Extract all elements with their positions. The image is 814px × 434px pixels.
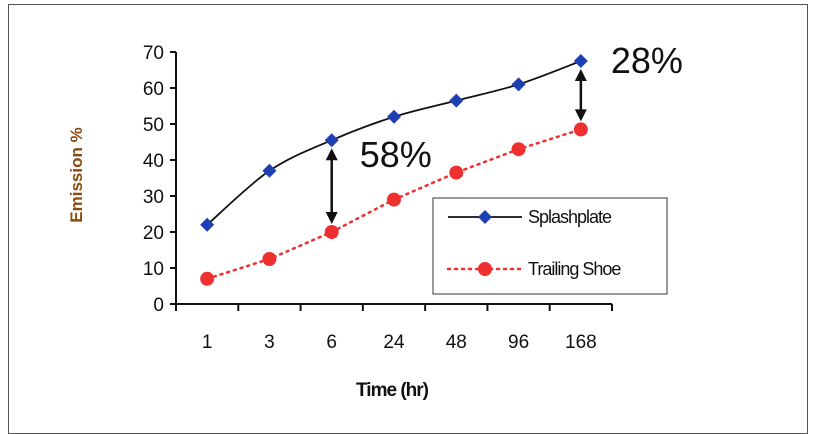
x-axis-title: Time (hr): [356, 380, 429, 401]
data-point: [262, 252, 277, 266]
y-ticks: 0 10 20 30 40 50 60 70: [143, 43, 176, 316]
x-tick-label: 3: [264, 332, 275, 353]
legend: Splashplate Trailing Shoe: [432, 197, 668, 295]
series-splashplate: [200, 54, 588, 232]
x-tick-label: 168: [565, 332, 597, 353]
y-tick-label: 60: [143, 79, 164, 100]
difference-arrow: [325, 148, 338, 224]
y-tick-label: 70: [143, 43, 164, 64]
data-point: [387, 192, 401, 207]
data-point: [573, 54, 588, 68]
axes: [175, 52, 612, 305]
data-point: [324, 225, 339, 239]
y-tick-label: 30: [143, 187, 164, 208]
data-point: [449, 93, 464, 108]
annotation-58-percent: 58%: [360, 134, 432, 175]
data-point: [262, 163, 277, 178]
legend-marker-trailing-shoe: [478, 262, 492, 276]
x-tick-label: 1: [202, 332, 213, 353]
series-layer: [200, 54, 588, 286]
annotation-28-percent: 28%: [611, 40, 683, 81]
legend-label-splashplate: Splashplate: [528, 207, 612, 227]
difference-arrow: [574, 69, 587, 122]
data-point: [449, 165, 464, 180]
data-point: [573, 122, 588, 137]
legend-box: [432, 197, 668, 295]
y-axis-title: Emission %: [67, 127, 86, 222]
legend-marker-splashplate: [478, 210, 492, 224]
x-tick-label: 48: [446, 332, 467, 353]
arrow-head-down: [574, 109, 587, 122]
data-point: [387, 109, 401, 124]
data-point: [511, 142, 526, 157]
chart-frame: [8, 4, 808, 434]
x-tick-label: 24: [383, 332, 405, 353]
data-point: [511, 77, 526, 92]
data-point: [200, 271, 215, 286]
x-tick-label: 96: [508, 332, 529, 353]
data-point: [324, 133, 339, 148]
series-trailing-shoe: [200, 122, 588, 286]
legend-label-trailing-shoe: Trailing Shoe: [528, 259, 621, 279]
data-point: [200, 217, 215, 232]
x-tick-label: 6: [326, 332, 337, 353]
y-tick-label: 50: [143, 115, 164, 136]
difference-arrows: [325, 69, 587, 224]
y-tick-label: 40: [143, 151, 164, 172]
arrow-head-up: [325, 148, 338, 161]
y-tick-label: 0: [153, 295, 164, 316]
arrow-head-up: [574, 69, 587, 81]
y-tick-label: 10: [143, 259, 164, 280]
arrow-head-down: [325, 212, 338, 224]
x-ticks: 1 3 6 24 48 96 168: [175, 304, 613, 353]
y-tick-label: 20: [143, 223, 164, 244]
